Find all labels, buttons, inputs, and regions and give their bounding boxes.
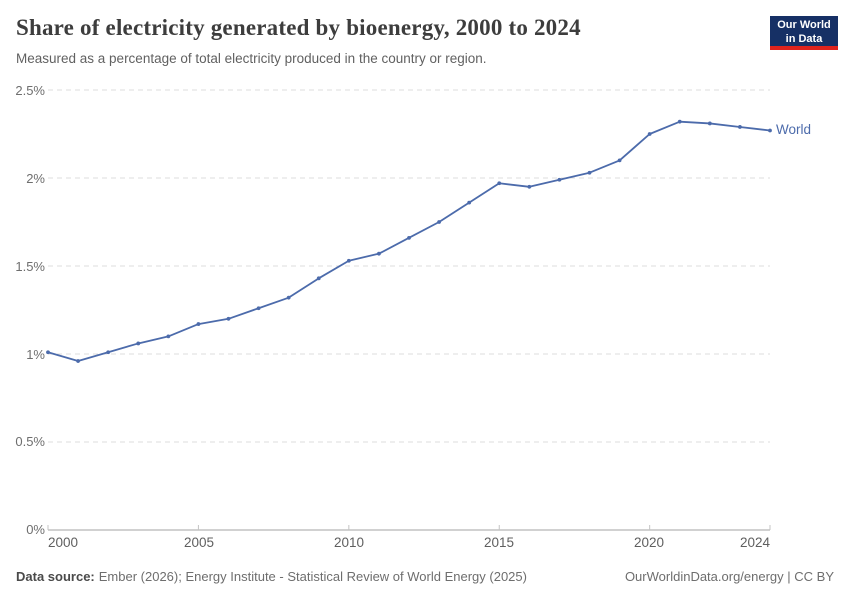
data-point-marker[interactable]	[316, 276, 321, 281]
data-point-marker[interactable]	[617, 158, 622, 163]
data-point-marker[interactable]	[587, 170, 592, 175]
x-axis-tick-label: 2000	[48, 535, 79, 550]
chart-subtitle: Measured as a percentage of total electr…	[16, 51, 487, 66]
data-source-text: Ember (2026); Energy Institute - Statist…	[98, 569, 527, 584]
data-point-marker[interactable]	[76, 359, 80, 363]
data-point-marker[interactable]	[527, 184, 532, 189]
page-title: Share of electricity generated by bioene…	[16, 15, 581, 40]
y-axis-tick-label: 2.5%	[15, 83, 45, 98]
data-source-note: Data source: Ember (2026); Energy Institu…	[16, 569, 527, 584]
data-point-marker[interactable]	[677, 119, 682, 124]
data-source-label: Data source:	[16, 569, 95, 584]
y-axis-tick-label: 0.5%	[15, 434, 45, 449]
x-axis-tick-label: 2020	[633, 535, 665, 550]
data-point-marker[interactable]	[256, 306, 261, 311]
x-axis-tick-label: 2015	[483, 535, 515, 550]
credit-link[interactable]: OurWorldinData.org/energy | CC BY	[624, 569, 834, 584]
data-point-marker[interactable]	[557, 177, 562, 182]
data-point-marker[interactable]	[497, 181, 502, 186]
logo-line1: Our World	[777, 19, 831, 31]
y-axis-tick-label: 0%	[26, 522, 45, 537]
data-point-marker[interactable]	[707, 121, 712, 126]
y-axis-tick-label: 1%	[26, 347, 45, 362]
data-point-marker[interactable]	[196, 322, 201, 326]
x-axis-tick-label: 2024	[739, 535, 770, 550]
data-point-marker[interactable]	[377, 251, 381, 256]
data-point-marker[interactable]	[346, 258, 351, 263]
series-end-label-world[interactable]: World	[776, 122, 812, 137]
data-point-marker[interactable]	[467, 200, 472, 205]
x-axis-tick-label: 2005	[183, 535, 215, 550]
x-axis-tick-label: 2010	[333, 535, 365, 550]
owid-logo[interactable]: Our World in Data	[770, 16, 838, 50]
world-series-line[interactable]	[47, 120, 771, 362]
data-point-marker[interactable]	[768, 128, 772, 133]
data-point-marker[interactable]	[738, 125, 742, 129]
y-axis-tick-label: 2%	[26, 171, 45, 186]
data-point-marker[interactable]	[647, 132, 652, 136]
data-point-marker[interactable]	[136, 341, 141, 346]
data-point-marker[interactable]	[166, 334, 171, 339]
data-point-marker[interactable]	[286, 295, 291, 300]
data-point-marker[interactable]	[407, 235, 411, 240]
data-point-marker[interactable]	[226, 316, 231, 321]
data-point-marker[interactable]	[46, 350, 50, 355]
logo-line2: in Data	[785, 33, 823, 45]
data-point-marker[interactable]	[437, 220, 441, 224]
y-axis-tick-label: 1.5%	[15, 259, 45, 274]
data-point-marker[interactable]	[106, 350, 111, 355]
